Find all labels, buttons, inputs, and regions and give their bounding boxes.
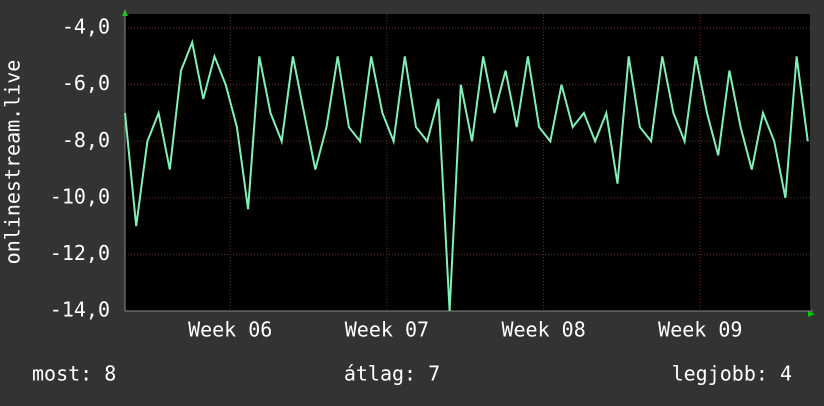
y-tick-label: -12,0	[50, 241, 110, 265]
plot-area	[125, 14, 810, 311]
y-tick-label: -6,0	[62, 71, 110, 95]
y-axis-label: onlinestream.live	[1, 60, 25, 265]
data-line	[124, 38, 809, 312]
y-tick-label: -10,0	[50, 184, 110, 208]
y-tick-label: -4,0	[62, 15, 110, 39]
y-tick-label: -8,0	[62, 128, 110, 152]
x-tick-label: Week 07	[345, 318, 429, 342]
x-tick-label: Week 08	[501, 318, 585, 342]
x-tick-label: Week 06	[188, 318, 272, 342]
stat-average: átlag: 7	[344, 362, 440, 386]
x-tick-label: Week 09	[658, 318, 742, 342]
y-tick-label: -14,0	[50, 298, 110, 322]
stat-current: most: 8	[32, 362, 116, 386]
stat-best: legjobb: 4	[672, 362, 792, 386]
